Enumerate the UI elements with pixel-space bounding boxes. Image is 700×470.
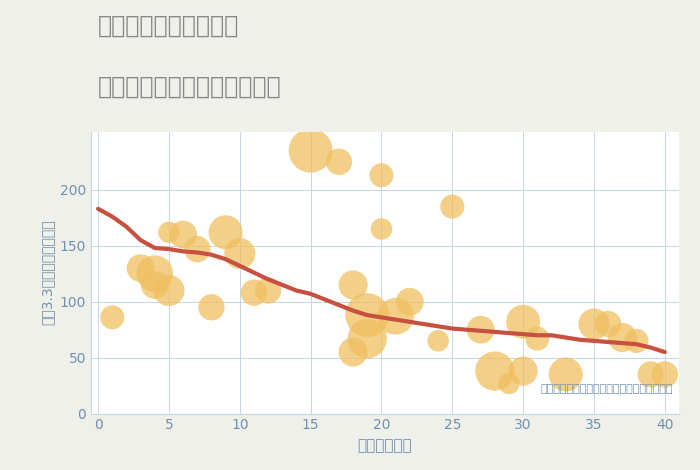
Point bbox=[163, 228, 174, 236]
Point bbox=[560, 371, 571, 378]
Point bbox=[390, 313, 401, 320]
Point bbox=[333, 158, 344, 165]
Point bbox=[262, 287, 274, 294]
Point bbox=[362, 311, 373, 319]
Y-axis label: 坪（3.3㎡）単価（万円）: 坪（3.3㎡）単価（万円） bbox=[40, 220, 54, 325]
Point bbox=[248, 289, 260, 297]
Point bbox=[433, 337, 444, 345]
Point bbox=[517, 368, 528, 375]
Point bbox=[376, 225, 387, 233]
X-axis label: 築年数（年）: 築年数（年） bbox=[358, 438, 412, 453]
Point bbox=[234, 250, 246, 258]
Point bbox=[305, 147, 316, 154]
Point bbox=[135, 264, 146, 272]
Point bbox=[149, 281, 160, 289]
Point bbox=[659, 371, 671, 378]
Point bbox=[503, 380, 514, 387]
Point bbox=[220, 228, 231, 236]
Point bbox=[447, 203, 458, 211]
Point bbox=[149, 270, 160, 277]
Text: 築年数別中古マンション価格: 築年数別中古マンション価格 bbox=[98, 75, 281, 99]
Point bbox=[178, 231, 189, 238]
Text: 円の大きさは、取引のあった物件面積を示す: 円の大きさは、取引のあった物件面積を示す bbox=[540, 384, 673, 394]
Point bbox=[517, 318, 528, 326]
Point bbox=[206, 304, 217, 311]
Point bbox=[631, 337, 642, 345]
Point bbox=[347, 281, 358, 289]
Point bbox=[106, 313, 118, 321]
Point bbox=[617, 334, 628, 341]
Point bbox=[362, 335, 373, 342]
Point bbox=[532, 335, 543, 342]
Text: 福岡県太宰府市国分の: 福岡県太宰府市国分の bbox=[98, 14, 239, 38]
Point bbox=[192, 245, 203, 253]
Point bbox=[376, 172, 387, 179]
Point bbox=[163, 287, 174, 294]
Point bbox=[603, 321, 614, 328]
Point bbox=[347, 348, 358, 356]
Point bbox=[404, 298, 415, 306]
Point bbox=[645, 371, 657, 378]
Point bbox=[475, 326, 486, 333]
Point bbox=[589, 321, 600, 328]
Point bbox=[489, 368, 500, 375]
